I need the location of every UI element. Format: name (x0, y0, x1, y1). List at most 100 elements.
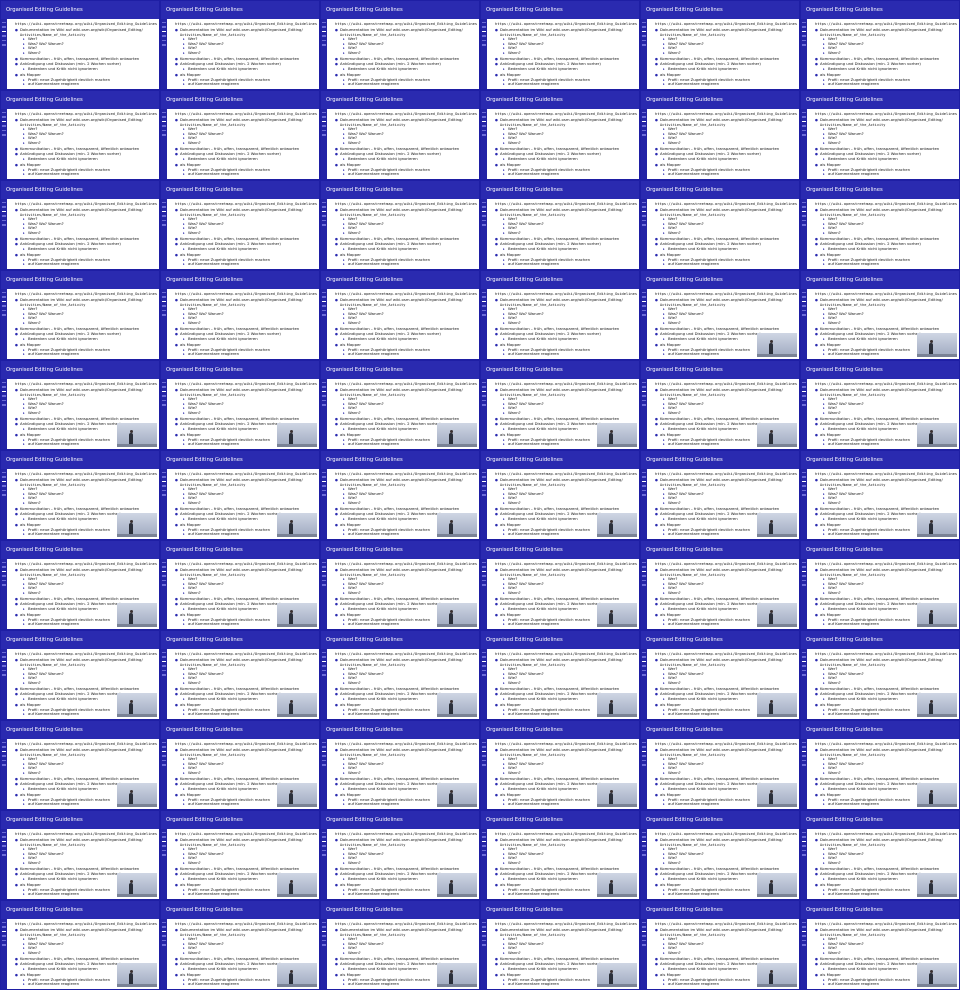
person-icon (289, 972, 293, 984)
bullet-item: Wer? (815, 666, 956, 672)
bullet-item: Wer? (335, 126, 476, 132)
bullet-item: Wann? (655, 500, 796, 506)
bullet-item: Wann? (15, 680, 156, 686)
bullet-item: Ankündigung und Diskussion (min. 2 Woche… (335, 61, 476, 67)
bullet-item: Wann? (495, 320, 636, 326)
bullet-item: Kommunikation – früh, offen, transparent… (15, 507, 156, 512)
bullet-item: Dokumentation im Wiki auf wiki.osm.org/w… (15, 927, 156, 933)
bullet-item: Wer? (15, 306, 156, 312)
bullet-item: Bedenken und Kritik nicht ignorieren (495, 516, 636, 522)
bullet-item: Ankündigung und Diskussion (min. 2 Woche… (655, 511, 796, 517)
bullet-item: Wer? (655, 396, 796, 402)
bullet-item: Profil: neue Zugehörigkeit deutlich mach… (655, 257, 796, 263)
slide-frame-29: Organised Editing Guidelines https://wik… (641, 360, 799, 449)
bullet-item: Wer? (495, 306, 636, 312)
bullet-item: Dokumentation im Wiki auf wiki.osm.org/w… (655, 567, 796, 573)
slide-url: https://wiki.openstreetmap.org/wiki/Orga… (815, 471, 958, 476)
bullet-item: Dokumentation im Wiki auf wiki.osm.org/w… (815, 657, 956, 663)
bullet-item: Ankündigung und Diskussion (min. 2 Woche… (655, 691, 796, 697)
bullet-item: Activities/Name_of_the_Activity (180, 212, 246, 217)
bullet-item: Was? Wo? Warum? (335, 401, 476, 407)
slide-frame-5: Organised Editing Guidelines https://wik… (641, 0, 799, 89)
bullet-item: Bedenken und Kritik nicht ignorieren (655, 786, 796, 792)
slide-url: https://wiki.openstreetmap.org/wiki/Orga… (15, 471, 158, 476)
bullet-item: Ankündigung und Diskussion (min. 2 Woche… (335, 421, 476, 427)
bullet-item: Profil: neue Zugehörigkeit deutlich mach… (495, 437, 636, 443)
bullet-item: Dokumentation im Wiki auf wiki.osm.org/w… (495, 927, 636, 933)
bullet-item: als Mapper (175, 163, 316, 168)
bullet-item: Ankündigung und Diskussion (min. 2 Woche… (495, 601, 636, 607)
bullet-item: Bedenken und Kritik nicht ignorieren (495, 606, 636, 612)
slide-bullets: Dokumentation im Wiki auf wiki.osm.org/w… (15, 837, 156, 897)
slide-sidebar (641, 468, 647, 539)
bullet-item: als Mapper (815, 883, 956, 888)
bullet-item: Wann? (175, 50, 316, 56)
bullet-item: Dokumentation im Wiki auf wiki.osm.org/w… (655, 27, 796, 33)
slide-content: https://wiki.openstreetmap.org/wiki/Orga… (487, 918, 639, 989)
bullet-item: Ankündigung und Diskussion (min. 2 Woche… (15, 781, 156, 787)
slide-sidebar (321, 828, 327, 899)
bullet-item: Was? Wo? Warum? (15, 311, 156, 317)
slide-content: https://wiki.openstreetmap.org/wiki/Orga… (167, 738, 319, 809)
slide-url: https://wiki.openstreetmap.org/wiki/Orga… (815, 561, 958, 566)
bullet-item: Activities/Name_of_the_Activity (20, 752, 86, 757)
slide-sidebar (801, 288, 807, 359)
bullet-item: Wie? (495, 46, 636, 51)
bullet-item: Ankündigung und Diskussion (min. 2 Woche… (15, 61, 156, 67)
bullet-item: Profil: neue Zugehörigkeit deutlich mach… (815, 77, 956, 83)
slide-url: https://wiki.openstreetmap.org/wiki/Orga… (815, 201, 958, 206)
bullet-item: Dokumentation im Wiki auf wiki.osm.org/w… (175, 657, 316, 663)
slide-url: https://wiki.openstreetmap.org/wiki/Orga… (815, 651, 958, 656)
slide-title: Organised Editing Guidelines (641, 630, 799, 649)
slide-frame-12: Organised Editing Guidelines https://wik… (801, 90, 959, 179)
bullet-item: Activities/Name_of_the_Activity (660, 932, 726, 937)
slide-url: https://wiki.openstreetmap.org/wiki/Orga… (335, 111, 478, 116)
speaker-video-thumbnail (437, 602, 477, 627)
slide-frame-56: Organised Editing Guidelines https://wik… (161, 810, 319, 899)
slide-bullets: Dokumentation im Wiki auf wiki.osm.org/w… (815, 117, 956, 177)
bullet-item: Dokumentation im Wiki auf wiki.osm.org/w… (655, 927, 796, 933)
bullet-item: Wer? (335, 306, 476, 312)
bullet-item: Activities/Name_of_the_Activity (660, 482, 726, 487)
bullet-item: Was? Wo? Warum? (655, 41, 796, 47)
bullet-item: als Mapper (335, 253, 476, 258)
bullet-item: Bedenken und Kritik nicht ignorieren (175, 426, 316, 432)
bullet-item: Ankündigung und Diskussion (min. 2 Woche… (815, 871, 956, 877)
slide-sidebar (481, 918, 487, 989)
bullet-item: auf Kommentare reagieren (175, 262, 316, 267)
bullet-item: Ankündigung und Diskussion (min. 2 Woche… (175, 601, 316, 607)
bullet-item: auf Kommentare reagieren (655, 442, 796, 447)
slide-url: https://wiki.openstreetmap.org/wiki/Orga… (815, 21, 958, 26)
bullet-item: Wann? (815, 590, 956, 596)
bullet-item: Wer? (335, 756, 476, 762)
slide-title: Organised Editing Guidelines (481, 630, 639, 649)
slide-title: Organised Editing Guidelines (1, 540, 159, 559)
bullet-item: Wann? (175, 410, 316, 416)
bullet-item: Was? Wo? Warum? (815, 131, 956, 137)
slide-content: https://wiki.openstreetmap.org/wiki/Orga… (487, 378, 639, 449)
bullet-item: Kommunikation – früh, offen, transparent… (335, 417, 476, 422)
slide-title: Organised Editing Guidelines (481, 360, 639, 379)
bullet-item: Profil: neue Zugehörigkeit deutlich mach… (335, 887, 476, 893)
bullet-item: Bedenken und Kritik nicht ignorieren (15, 966, 156, 972)
slide-title: Organised Editing Guidelines (321, 180, 479, 199)
bullet-item: Profil: neue Zugehörigkeit deutlich mach… (335, 347, 476, 353)
slide-url: https://wiki.openstreetmap.org/wiki/Orga… (655, 921, 798, 926)
speaker-video-thumbnail (437, 962, 477, 987)
bullet-item: Kommunikation – früh, offen, transparent… (175, 867, 316, 872)
bullet-item: Was? Wo? Warum? (335, 581, 476, 587)
bullet-item: Was? Wo? Warum? (655, 131, 796, 137)
bullet-item: Kommunikation – früh, offen, transparent… (815, 57, 956, 62)
slide-bullets: Dokumentation im Wiki auf wiki.osm.org/w… (655, 207, 796, 267)
bullet-item: Activities/Name_of_the_Activity (340, 212, 406, 217)
slide-sidebar (161, 828, 167, 899)
bullet-item: Wann? (175, 860, 316, 866)
bullet-item: Dokumentation im Wiki auf wiki.osm.org/w… (335, 567, 476, 573)
bullet-item: als Mapper (335, 883, 476, 888)
speaker-video-thumbnail (917, 782, 957, 807)
person-icon (289, 882, 293, 894)
bullet-item: Profil: neue Zugehörigkeit deutlich mach… (815, 617, 956, 623)
slide-content: https://wiki.openstreetmap.org/wiki/Orga… (647, 918, 799, 989)
bullet-item: Wann? (335, 50, 476, 56)
slide-bullets: Dokumentation im Wiki auf wiki.osm.org/w… (815, 297, 956, 357)
